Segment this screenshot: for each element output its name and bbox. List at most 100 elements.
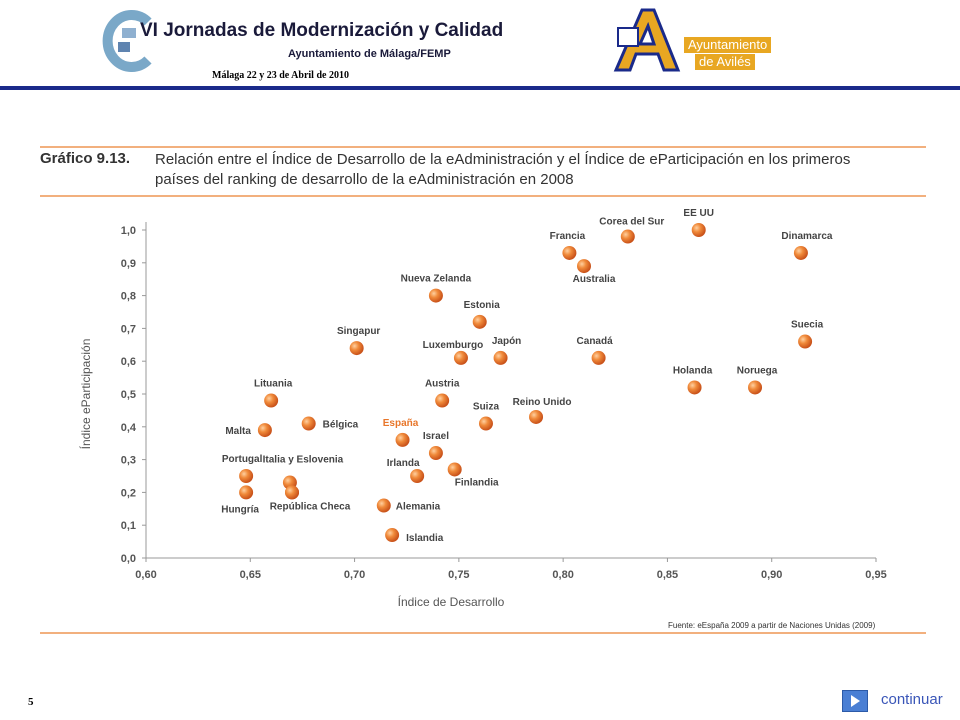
data-point-label: Luxemburgo <box>423 340 484 351</box>
data-point-label: Singapur <box>337 326 380 337</box>
data-point <box>793 245 808 260</box>
y-tick-label: 0,6 <box>121 356 136 368</box>
header: VI Jornadas de Modernización y Calidad A… <box>0 0 960 92</box>
data-point <box>447 462 462 477</box>
x-tick-label: 0,80 <box>552 569 573 581</box>
data-point <box>435 393 450 408</box>
data-point-label: Nueva Zelanda <box>401 274 472 285</box>
data-point <box>264 393 279 408</box>
data-point-label: Finlandia <box>455 477 499 488</box>
data-point-label: Suecia <box>791 320 824 331</box>
x-tick-label: 0,75 <box>448 569 469 581</box>
play-arrow-icon <box>851 695 860 707</box>
data-point-label: Dinamarca <box>781 231 833 242</box>
y-tick-label: 0,7 <box>121 323 136 335</box>
data-point-label: Austria <box>425 379 460 390</box>
data-point <box>285 485 299 500</box>
data-point-label: Israel <box>423 431 449 442</box>
data-point <box>577 259 591 274</box>
data-point <box>591 350 606 365</box>
data-point <box>562 245 577 260</box>
data-point-label: Estonia <box>464 300 501 311</box>
data-point <box>239 469 254 483</box>
figure-number: Gráfico 9.13. <box>40 150 131 167</box>
data-point <box>428 446 443 461</box>
x-tick-label: 0,95 <box>865 569 886 581</box>
data-point-label: Canadá <box>577 336 614 347</box>
y-tick-label: 0,0 <box>121 553 136 565</box>
figure-title: Relación entre el Índice de Desarrollo d… <box>155 151 851 188</box>
data-group-label: Italia y Eslovenia <box>263 455 344 466</box>
scatter-chart-area: 0,60 0,65 0,70 0,75 0,80 0,85 0,90 0,95 0,0 0,1 0,… <box>40 200 930 620</box>
data-point-label: Lituania <box>254 379 293 390</box>
data-point-label: Hungría <box>221 504 259 515</box>
data-point-label: Australia <box>573 274 616 285</box>
x-tick-label: 0,90 <box>761 569 782 581</box>
data-point <box>376 498 391 513</box>
data-point-label: Reino Unido <box>513 397 572 408</box>
partner-name-line1: Ayuntamiento <box>684 37 772 53</box>
y-tick-label: 0,5 <box>121 389 136 401</box>
data-point <box>798 334 813 349</box>
x-tick-label: 0,70 <box>344 569 365 581</box>
chart-source-note: Fuente: eEspaña 2009 a partir de Nacione… <box>668 621 876 630</box>
y-tick-label: 0,1 <box>121 520 136 532</box>
continue-button[interactable] <box>842 690 868 712</box>
header-divider <box>0 86 960 90</box>
data-point-label: Portugal <box>222 454 263 465</box>
x-tick-label: 0,60 <box>135 569 156 581</box>
data-point-label: Holanda <box>673 365 713 376</box>
data-point-label: Alemania <box>396 502 441 513</box>
data-point <box>301 416 316 431</box>
y-tick-label: 0,8 <box>121 291 136 303</box>
data-point-label: Japón <box>492 336 521 347</box>
data-point-label: Irlanda <box>387 458 420 469</box>
conference-logo-icon <box>102 10 152 72</box>
x-tick-label: 0,85 <box>657 569 678 581</box>
scatter-chart: 0,60 0,65 0,70 0,75 0,80 0,85 0,90 0,95 0,0 0,1 0,… <box>78 208 887 609</box>
title-rule-top <box>40 146 926 148</box>
page-number: 5 <box>28 696 34 708</box>
chart-bottom-rule <box>40 632 926 634</box>
data-point <box>239 485 254 500</box>
data-point <box>257 423 272 438</box>
data-point <box>620 229 635 244</box>
data-point <box>748 380 763 395</box>
title-rule-bottom <box>40 195 926 197</box>
data-point <box>349 341 364 356</box>
data-point <box>385 528 400 543</box>
data-point-label: Suiza <box>473 402 500 413</box>
y-tick-label: 0,2 <box>121 487 136 499</box>
y-axis-title: Índice eParticipación <box>78 339 93 450</box>
continue-link[interactable]: continuar <box>881 691 943 708</box>
data-point <box>687 380 702 395</box>
data-point-label: Malta <box>225 426 251 437</box>
conference-date: Málaga 22 y 23 de Abril de 2010 <box>212 70 349 81</box>
data-point <box>453 350 468 365</box>
chart-point-labels: EE UU Corea del Sur Francia Australia Dinama… <box>221 208 833 544</box>
conference-title: VI Jornadas de Modernización y Calidad <box>140 20 504 41</box>
chart-points <box>239 223 813 543</box>
y-tick-label: 0,3 <box>121 455 136 467</box>
data-point-label: Islandia <box>406 533 444 544</box>
data-point <box>691 223 706 237</box>
data-point-label: España <box>383 418 419 429</box>
data-point <box>395 432 410 447</box>
data-point-label: Corea del Sur <box>599 217 664 228</box>
data-point <box>410 469 425 483</box>
data-point-label: Francia <box>550 231 586 242</box>
chart-axes: 0,60 0,65 0,70 0,75 0,80 0,85 0,90 0,95 0,0 0,1 0,… <box>78 222 887 609</box>
partner-name-line2: de Avilés <box>695 54 755 70</box>
data-point <box>478 416 493 431</box>
data-point <box>472 314 487 329</box>
y-tick-label: 1,0 <box>121 225 136 237</box>
data-point <box>493 350 508 365</box>
data-point-label: EE UU <box>683 208 714 219</box>
x-tick-label: 0,65 <box>240 569 261 581</box>
data-point <box>529 409 544 424</box>
x-axis-title: Índice de Desarrollo <box>398 594 505 609</box>
y-tick-label: 0,4 <box>121 422 137 434</box>
conference-subtitle: Ayuntamiento de Málaga/FEMP <box>288 48 451 60</box>
y-tick-label: 0,9 <box>121 258 136 270</box>
data-point-label: Bélgica <box>323 420 359 431</box>
